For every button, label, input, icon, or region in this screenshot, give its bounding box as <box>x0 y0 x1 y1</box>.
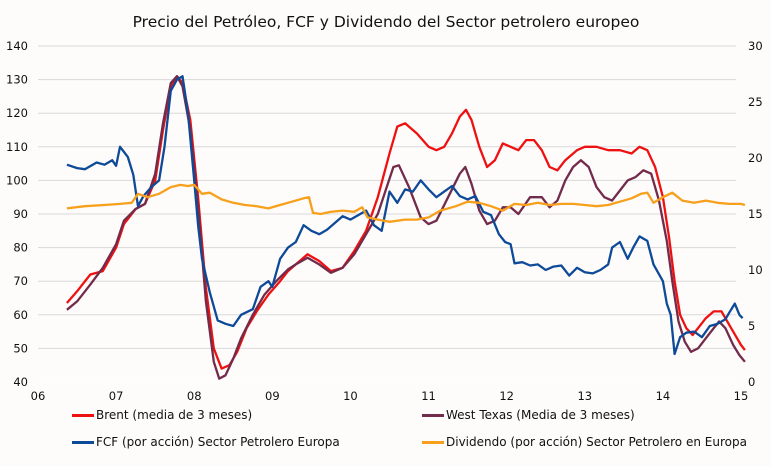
y-axis-left: 40 50 60 70 80 90 100 110 120 130 140 <box>6 39 28 389</box>
y-left-tick-label: 50 <box>13 341 28 355</box>
y-right-tick-label: 20 <box>748 151 763 165</box>
x-tick-label: 07 <box>109 389 124 403</box>
legend-item-fcf: FCF (por acción) Sector Petrolero Europa <box>72 435 340 449</box>
y-left-tick-label: 100 <box>6 173 28 187</box>
y-left-tick-label: 110 <box>6 140 28 154</box>
legend-swatch-brent <box>72 413 94 417</box>
y-left-tick-label: 60 <box>13 308 28 322</box>
legend-swatch-wti <box>422 413 444 417</box>
y-left-tick-label: 140 <box>6 39 28 53</box>
y-left-tick-label: 120 <box>6 106 28 120</box>
y-right-tick-label: 15 <box>748 207 763 221</box>
legend-item-wti: West Texas (Media de 3 meses) <box>422 408 635 422</box>
y-right-tick-label: 30 <box>748 39 763 53</box>
series-line-dividend <box>66 183 746 223</box>
legend-label-brent: Brent (media de 3 meses) <box>96 408 253 422</box>
legend-swatch-fcf <box>72 440 94 444</box>
legend-label-dividend: Dividendo (por acción) Sector Petrolero … <box>446 435 747 449</box>
x-tick-label: 11 <box>421 389 436 403</box>
series-lines <box>66 75 746 380</box>
y-right-tick-label: 0 <box>748 375 755 389</box>
series-line-fcf <box>66 75 744 356</box>
x-axis: 06 07 08 09 10 11 12 13 14 15 <box>31 389 749 403</box>
x-tick-label: 13 <box>577 389 592 403</box>
x-tick-label: 09 <box>265 389 280 403</box>
y-right-tick-label: 25 <box>748 95 763 109</box>
y-left-tick-label: 90 <box>13 207 28 221</box>
x-tick-label: 12 <box>499 389 514 403</box>
y-left-tick-label: 40 <box>13 375 28 389</box>
chart-title: Precio del Petróleo, FCF y Dividendo del… <box>133 13 640 31</box>
x-tick-label: 08 <box>187 389 202 403</box>
y-right-tick-label: 5 <box>748 319 755 333</box>
y-left-tick-label: 70 <box>13 274 28 288</box>
series-line-wti <box>66 75 746 380</box>
y-axis-right: 0 5 10 15 20 25 30 <box>748 39 763 389</box>
legend-item-brent: Brent (media de 3 meses) <box>72 408 252 422</box>
x-tick-label: 14 <box>656 389 671 403</box>
x-tick-label: 10 <box>343 389 358 403</box>
y-left-tick-label: 130 <box>6 73 28 87</box>
legend-swatch-dividend <box>422 440 444 444</box>
y-right-tick-label: 10 <box>748 263 763 277</box>
x-tick-label: 06 <box>31 389 46 403</box>
legend-label-fcf: FCF (por acción) Sector Petrolero Europa <box>96 435 340 449</box>
x-tick-label: 15 <box>734 389 749 403</box>
y-left-tick-label: 80 <box>13 241 28 255</box>
legend-label-wti: West Texas (Media de 3 meses) <box>446 408 635 422</box>
gridlines <box>38 45 736 383</box>
legend-item-dividend: Dividendo (por acción) Sector Petrolero … <box>422 435 747 449</box>
